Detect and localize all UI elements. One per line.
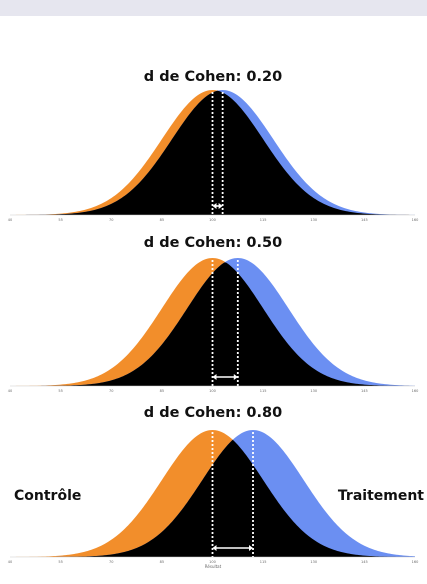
chart-panel-2: 40 55 70 85 100 115 130 145 160 d de Cohen: 0.50 xyxy=(8,235,419,393)
x-tick-label: 40 xyxy=(8,389,12,393)
x-tick-label: 100 xyxy=(209,560,216,564)
x-tick-label: 55 xyxy=(58,389,62,393)
x-tick-label: 85 xyxy=(160,218,164,222)
panel-title: d de Cohen: 0.20 xyxy=(144,69,282,85)
x-tick-label: 145 xyxy=(361,218,368,222)
x-tick-label: 100 xyxy=(209,389,216,393)
x-tick-label: 115 xyxy=(260,389,267,393)
x-tick-label: 55 xyxy=(58,560,62,564)
x-tick-label: 160 xyxy=(412,218,419,222)
overlap-area xyxy=(10,439,415,557)
panel-title: d de Cohen: 0.80 xyxy=(144,405,282,421)
x-tick-label: 160 xyxy=(412,389,419,393)
x-tick-label: 130 xyxy=(310,389,317,393)
x-axis-title: Résultat xyxy=(205,564,222,569)
x-tick-label: 130 xyxy=(310,560,317,564)
x-tick-label: 130 xyxy=(310,218,317,222)
effect-size-arrow xyxy=(212,374,238,380)
x-tick-label: 70 xyxy=(109,218,113,222)
x-tick-label: 85 xyxy=(160,560,164,564)
x-tick-label: 100 xyxy=(209,218,216,222)
x-tick-label: 55 xyxy=(58,218,62,222)
x-tick-label: 40 xyxy=(8,218,12,222)
window-top-bar xyxy=(0,0,427,16)
x-tick-label: 40 xyxy=(8,560,12,564)
control-label: Contrôle xyxy=(14,488,81,504)
x-tick-label: 115 xyxy=(260,218,267,222)
x-tick-label: 70 xyxy=(109,560,113,564)
x-tick-label: 115 xyxy=(260,560,267,564)
effect-size-arrow xyxy=(212,203,223,209)
x-tick-label: 160 xyxy=(412,560,419,564)
x-tick-label: 70 xyxy=(109,389,113,393)
chart-panel-1: 40 55 70 85 100 115 130 145 160 d de Cohen: 0.20 xyxy=(8,69,419,222)
panel-title: d de Cohen: 0.50 xyxy=(144,235,282,251)
chart-panel-3: 40 55 70 85 100 115 130 145 160 d de Cohen: 0.80 R… xyxy=(8,405,425,569)
treatment-label: Traitement xyxy=(338,488,424,504)
effect-size-arrow xyxy=(212,545,253,551)
x-tick-label: 145 xyxy=(361,560,368,564)
x-tick-label: 85 xyxy=(160,389,164,393)
x-tick-label: 145 xyxy=(361,389,368,393)
